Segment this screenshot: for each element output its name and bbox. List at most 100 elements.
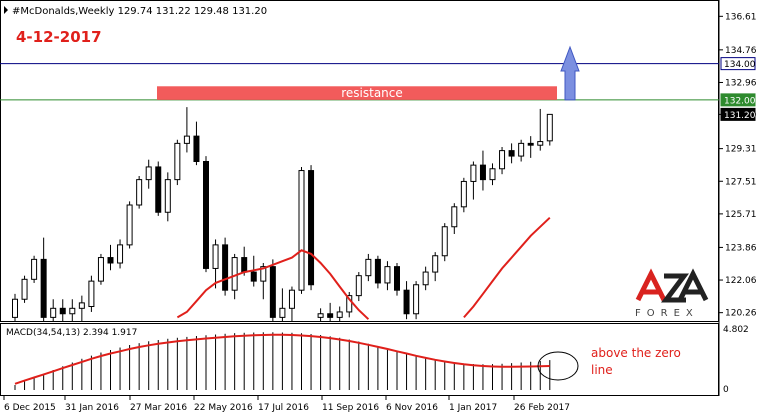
candle bbox=[203, 156, 209, 273]
time-tick-label: 1 Jan 2017 bbox=[449, 403, 497, 413]
candle bbox=[374, 255, 381, 289]
macd-axis-tick-top: 4.802 bbox=[723, 325, 749, 335]
candle bbox=[12, 293, 18, 321]
candle-body-bull bbox=[164, 179, 171, 213]
price-panel-frame bbox=[0, 0, 719, 322]
price-tag-label: 131.20 bbox=[724, 111, 756, 121]
candle-body-bear bbox=[269, 266, 276, 318]
candle-body-bear bbox=[40, 258, 47, 318]
candle-body-bull bbox=[12, 298, 18, 318]
time-tick-label: 6 Dec 2015 bbox=[4, 403, 56, 413]
candle bbox=[508, 143, 515, 164]
time-tick-label: 31 Jan 2016 bbox=[65, 403, 119, 413]
candle-body-bull bbox=[336, 311, 343, 318]
candle bbox=[279, 288, 286, 321]
candle-body-bull bbox=[88, 280, 95, 307]
candle-body-bull bbox=[50, 307, 57, 318]
candle-body-bear bbox=[327, 313, 334, 318]
candle-body-bear bbox=[59, 307, 66, 315]
candle bbox=[183, 107, 190, 153]
candle-body-bull bbox=[97, 257, 104, 282]
price-tick-label: 129.31 bbox=[725, 145, 757, 155]
macd-group bbox=[14, 332, 551, 390]
candle bbox=[145, 159, 152, 189]
candle bbox=[174, 139, 181, 186]
candle-body-bull bbox=[460, 180, 467, 208]
candle bbox=[40, 237, 47, 321]
candle bbox=[107, 244, 114, 271]
candles-group bbox=[12, 107, 553, 321]
macd-annotation-line1: above the zero bbox=[591, 346, 681, 360]
candle bbox=[31, 255, 38, 283]
macd-header: MACD(34,54,13) 2.394 1.917 bbox=[6, 328, 137, 338]
candle bbox=[155, 161, 162, 216]
candle bbox=[50, 299, 57, 321]
candle-body-bear bbox=[308, 170, 315, 286]
candle-body-bull bbox=[136, 179, 143, 206]
candle bbox=[518, 139, 525, 162]
candle-body-bull bbox=[78, 302, 85, 309]
candle-body-bull bbox=[298, 170, 305, 291]
candle-body-bull bbox=[69, 307, 76, 315]
candle-body-bull bbox=[288, 289, 295, 309]
candle-body-bull bbox=[546, 113, 553, 142]
candle bbox=[136, 176, 143, 209]
candle-body-bull bbox=[117, 244, 124, 264]
price-tags: 134.00 132.00 131.20 bbox=[720, 57, 756, 121]
candle bbox=[69, 299, 76, 321]
candle-body-bear bbox=[250, 271, 257, 282]
price-tick-label: 134.76 bbox=[725, 46, 757, 56]
candle-body-bull bbox=[365, 258, 372, 277]
candle bbox=[479, 150, 486, 191]
candle-body-bear bbox=[241, 257, 248, 273]
candle-body-bull bbox=[260, 266, 267, 282]
logo-subtext: FOREX bbox=[635, 308, 699, 319]
candle bbox=[527, 136, 534, 158]
candle bbox=[78, 295, 85, 321]
candle-body-bull bbox=[31, 258, 38, 280]
time-tick-label: 26 Feb 2017 bbox=[514, 403, 570, 413]
annotation-circle bbox=[537, 351, 579, 381]
candle-body-bull bbox=[537, 141, 544, 146]
candle bbox=[317, 308, 324, 321]
macd-annotation-line2: line bbox=[591, 363, 613, 377]
candle bbox=[298, 166, 305, 294]
candle-body-bull bbox=[346, 295, 353, 313]
arrow-up-icon[interactable] bbox=[560, 45, 580, 101]
candle bbox=[355, 272, 362, 302]
price-tick-label: 127.51 bbox=[725, 177, 757, 187]
candle-body-bear bbox=[394, 266, 400, 291]
candle-body-bear bbox=[527, 142, 534, 146]
candle-body-bear bbox=[479, 164, 486, 181]
candle-body-bear bbox=[222, 244, 229, 291]
time-tick-label: 22 May 2016 bbox=[194, 403, 253, 413]
candle bbox=[365, 253, 372, 282]
candle-body-bull bbox=[384, 266, 391, 284]
candle bbox=[499, 147, 506, 175]
price-tick-label: 136.61 bbox=[725, 12, 757, 22]
candle-body-bull bbox=[126, 204, 133, 246]
candle-body-bull bbox=[212, 244, 219, 269]
candle bbox=[394, 263, 400, 296]
candle bbox=[451, 203, 458, 234]
candle-body-bull bbox=[499, 150, 506, 170]
candle-body-bull bbox=[145, 166, 152, 181]
candle bbox=[308, 165, 315, 291]
candle-body-bull bbox=[317, 313, 324, 318]
candle-body-bear bbox=[193, 135, 200, 162]
time-tick-label: 6 Nov 2016 bbox=[386, 403, 438, 413]
expand-arrow-icon[interactable] bbox=[4, 6, 8, 14]
candle bbox=[193, 121, 200, 166]
candle bbox=[336, 306, 343, 321]
candle bbox=[470, 161, 477, 200]
candle bbox=[222, 237, 229, 296]
price-tick-label: 122.06 bbox=[725, 276, 757, 286]
candle-body-bull bbox=[279, 307, 286, 318]
time-tick-label: 27 Mar 2016 bbox=[130, 403, 187, 413]
aza-forex-logo: FOREX bbox=[635, 268, 709, 319]
moving-average-group bbox=[176, 216, 551, 320]
resistance-zone[interactable] bbox=[157, 86, 557, 100]
price-tag-black: 131.20 bbox=[720, 107, 756, 121]
candle bbox=[422, 266, 429, 291]
